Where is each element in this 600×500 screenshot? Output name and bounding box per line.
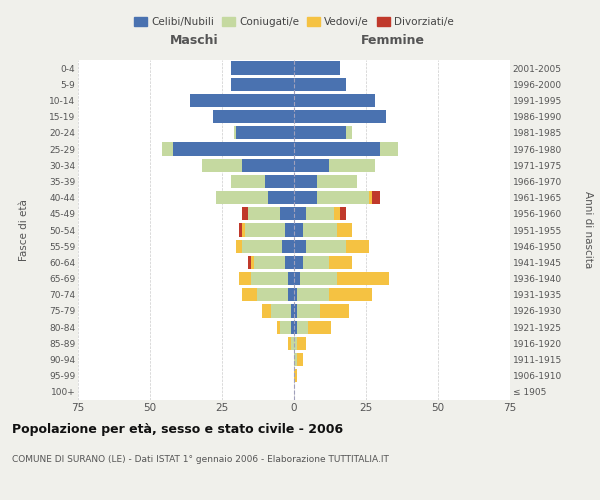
Bar: [294, 175, 317, 188]
Bar: [294, 62, 340, 74]
Bar: [257, 288, 288, 302]
Bar: [297, 288, 329, 302]
Bar: [239, 272, 251, 285]
Bar: [239, 224, 242, 236]
Text: COMUNE DI SURANO (LE) - Dati ISTAT 1° gennaio 2006 - Elaborazione TUTTITALIA.IT: COMUNE DI SURANO (LE) - Dati ISTAT 1° ge…: [12, 455, 389, 464]
Bar: [242, 158, 294, 172]
Text: Popolazione per età, sesso e stato civile - 2006: Popolazione per età, sesso e stato civil…: [12, 422, 343, 436]
Text: Femmine: Femmine: [361, 34, 425, 48]
Bar: [294, 110, 386, 124]
Bar: [294, 191, 317, 204]
Text: Maschi: Maschi: [170, 34, 219, 48]
Bar: [288, 288, 294, 302]
Bar: [329, 288, 372, 302]
Bar: [280, 207, 294, 220]
Bar: [230, 175, 265, 188]
Bar: [320, 304, 349, 318]
Bar: [254, 256, 286, 269]
Bar: [340, 207, 346, 220]
Bar: [283, 240, 294, 253]
Bar: [329, 158, 374, 172]
Bar: [317, 191, 369, 204]
Bar: [242, 207, 248, 220]
Bar: [286, 256, 294, 269]
Bar: [346, 126, 352, 140]
Bar: [214, 110, 294, 124]
Bar: [305, 240, 346, 253]
Bar: [202, 158, 242, 172]
Bar: [308, 320, 331, 334]
Bar: [265, 175, 294, 188]
Bar: [271, 304, 291, 318]
Bar: [334, 207, 340, 220]
Bar: [251, 272, 288, 285]
Bar: [294, 256, 302, 269]
Bar: [236, 240, 242, 253]
Bar: [337, 224, 352, 236]
Text: Fasce di età: Fasce di età: [19, 199, 29, 261]
Bar: [294, 240, 305, 253]
Legend: Celibi/Nubili, Coniugati/e, Vedovi/e, Divorziati/e: Celibi/Nubili, Coniugati/e, Vedovi/e, Di…: [130, 12, 458, 31]
Bar: [369, 191, 372, 204]
Bar: [262, 304, 271, 318]
Bar: [337, 272, 389, 285]
Bar: [277, 320, 280, 334]
Bar: [161, 142, 173, 156]
Bar: [346, 240, 369, 253]
Bar: [294, 207, 305, 220]
Bar: [280, 320, 291, 334]
Bar: [242, 224, 245, 236]
Bar: [268, 191, 294, 204]
Bar: [291, 304, 294, 318]
Bar: [242, 240, 283, 253]
Bar: [372, 191, 380, 204]
Bar: [297, 304, 320, 318]
Bar: [294, 320, 297, 334]
Bar: [329, 256, 352, 269]
Bar: [294, 304, 297, 318]
Bar: [294, 369, 297, 382]
Bar: [297, 353, 302, 366]
Bar: [294, 94, 374, 107]
Bar: [288, 336, 291, 350]
Bar: [173, 142, 294, 156]
Bar: [302, 224, 337, 236]
Bar: [288, 272, 294, 285]
Text: Anni di nascita: Anni di nascita: [583, 192, 593, 268]
Bar: [248, 256, 251, 269]
Bar: [302, 256, 329, 269]
Bar: [230, 62, 294, 74]
Bar: [251, 256, 254, 269]
Bar: [236, 126, 294, 140]
Bar: [248, 207, 280, 220]
Bar: [190, 94, 294, 107]
Bar: [294, 272, 300, 285]
Bar: [294, 126, 346, 140]
Bar: [294, 288, 297, 302]
Bar: [317, 175, 358, 188]
Bar: [291, 320, 294, 334]
Bar: [297, 320, 308, 334]
Bar: [294, 224, 302, 236]
Bar: [294, 336, 297, 350]
Bar: [380, 142, 398, 156]
Bar: [242, 288, 257, 302]
Bar: [286, 224, 294, 236]
Bar: [216, 191, 268, 204]
Bar: [294, 158, 329, 172]
Bar: [300, 272, 337, 285]
Bar: [294, 353, 297, 366]
Bar: [305, 207, 334, 220]
Bar: [233, 126, 236, 140]
Bar: [291, 336, 294, 350]
Bar: [294, 78, 346, 91]
Bar: [245, 224, 286, 236]
Bar: [297, 336, 305, 350]
Bar: [294, 142, 380, 156]
Bar: [230, 78, 294, 91]
